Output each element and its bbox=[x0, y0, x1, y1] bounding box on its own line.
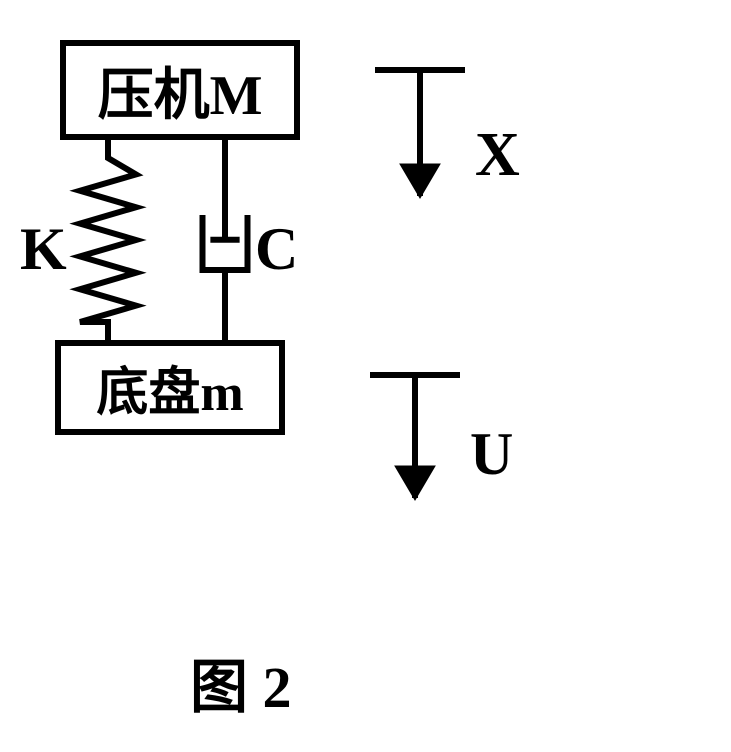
chassis-label: 底盘m bbox=[96, 350, 243, 425]
damper-label-c: C bbox=[255, 215, 298, 284]
figure-caption: 图 2 bbox=[190, 640, 292, 724]
spring-label-k: K bbox=[20, 215, 67, 284]
displacement-label-u: U bbox=[470, 420, 513, 489]
press-machine-box: 压机M bbox=[60, 40, 300, 140]
press-machine-label: 压机M bbox=[98, 50, 263, 131]
displacement-label-x: X bbox=[475, 120, 520, 191]
diagram-canvas: 压机M 底盘m K C X U 图 2 bbox=[0, 0, 731, 752]
chassis-box: 底盘m bbox=[55, 340, 285, 435]
